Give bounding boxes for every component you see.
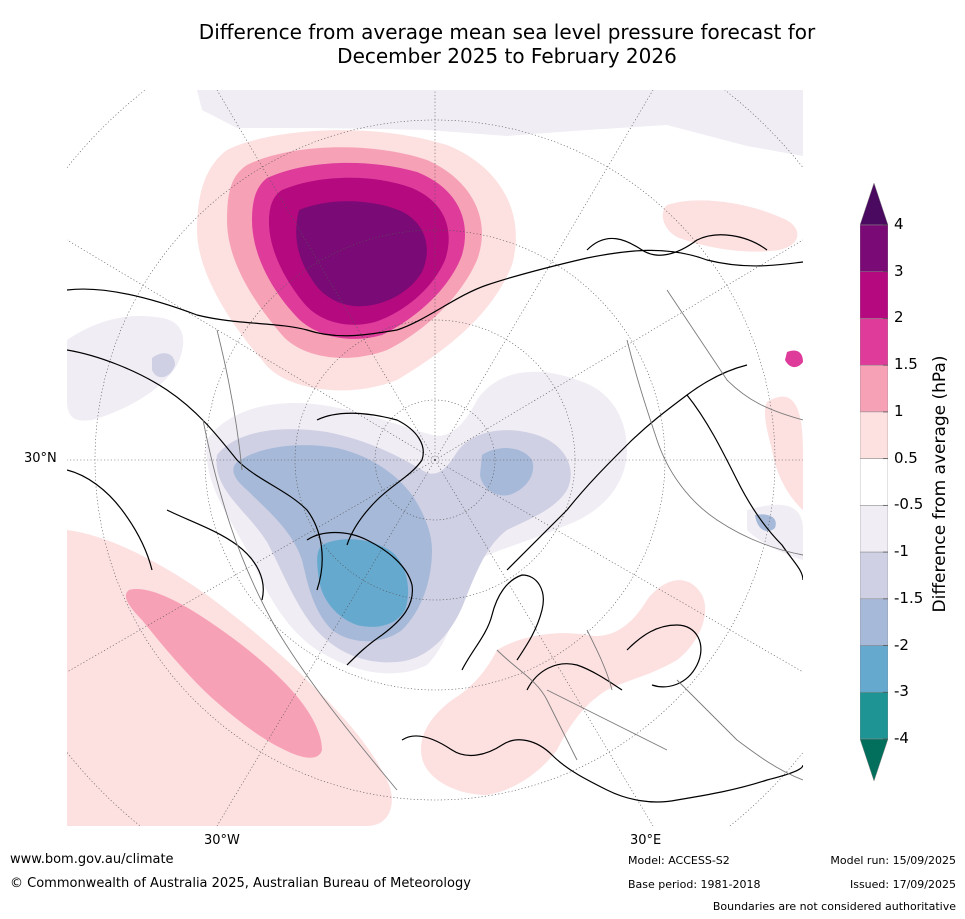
anomaly-neg-pacific-b bbox=[152, 353, 175, 378]
political-borders bbox=[202, 289, 803, 791]
colorbar-bin bbox=[860, 551, 888, 600]
colorbar-tick-label: -2 bbox=[894, 635, 909, 654]
footer-url[interactable]: www.bom.gov.au/climate bbox=[10, 852, 174, 867]
title-line-2: December 2025 to February 2026 bbox=[337, 44, 677, 68]
anomaly-atlantic-1 bbox=[125, 589, 322, 758]
colorbar-tick-label: 1.5 bbox=[894, 355, 918, 374]
colorbar-tick-label: -3 bbox=[894, 682, 909, 701]
footer-issued: Issued: 17/09/2025 bbox=[849, 878, 956, 891]
colorbar-bin bbox=[860, 645, 888, 693]
map-title: Difference from average mean sea level p… bbox=[0, 20, 965, 68]
footer-copyright: © Commonwealth of Australia 2025, Austra… bbox=[10, 876, 471, 891]
colorbar-tick-label: -1 bbox=[894, 542, 909, 561]
colorbar-tick-label: 0.5 bbox=[894, 448, 918, 467]
anomaly-bering-3 bbox=[296, 201, 427, 307]
anomaly-asia-1 bbox=[785, 350, 803, 368]
lon-30w-label: 30°W bbox=[204, 833, 240, 848]
colorbar-bin bbox=[860, 505, 888, 553]
colorbar-title: Difference from average (hPa) bbox=[930, 355, 950, 613]
colorbar-bin bbox=[860, 224, 888, 272]
colorbar-extend-low bbox=[860, 738, 888, 781]
lon-30e-label: 30°E bbox=[630, 833, 662, 848]
coastlines bbox=[67, 234, 803, 803]
footer-model: Model: ACCESS-S2 bbox=[628, 854, 730, 867]
title-line-1: Difference from average mean sea level p… bbox=[198, 20, 816, 44]
colorbar-bin bbox=[860, 692, 888, 740]
anomaly-asia-05 bbox=[662, 200, 798, 252]
colorbar-bin bbox=[860, 598, 888, 646]
colorbar-tick-label: -4 bbox=[894, 729, 909, 747]
colorbar-tick-label: 1 bbox=[894, 401, 904, 420]
pressure-anomaly-map bbox=[67, 90, 803, 826]
colorbar-extend-high bbox=[860, 183, 888, 226]
anomaly-europe-05 bbox=[421, 580, 706, 795]
anomaly-neg-top bbox=[197, 90, 803, 156]
colorbar-tick-label: 4 bbox=[894, 215, 904, 233]
colorbar-tick-label: 2 bbox=[894, 308, 904, 327]
colorbar-tick-label: -1.5 bbox=[894, 588, 924, 607]
footer-model-run: Model run: 15/09/2025 bbox=[830, 854, 956, 867]
colorbar-bin bbox=[860, 364, 888, 413]
graticule bbox=[67, 90, 803, 826]
colorbar-tick-label: -0.5 bbox=[894, 495, 924, 514]
colorbar bbox=[860, 183, 888, 781]
colorbar-bin bbox=[860, 271, 888, 319]
footer-base-period: Base period: 1981-2018 bbox=[628, 878, 761, 891]
colorbar-tick-label: 3 bbox=[894, 261, 904, 280]
footer-disclaimer: Boundaries are not considered authoritat… bbox=[712, 900, 956, 913]
lat-30n-label: 30°N bbox=[24, 451, 57, 466]
colorbar-bin bbox=[860, 458, 888, 506]
colorbar-bin bbox=[860, 411, 888, 459]
colorbar-bin bbox=[860, 318, 888, 366]
anomaly-neg-greenland-2 bbox=[317, 539, 409, 627]
anomaly-asia-05b bbox=[764, 396, 803, 510]
